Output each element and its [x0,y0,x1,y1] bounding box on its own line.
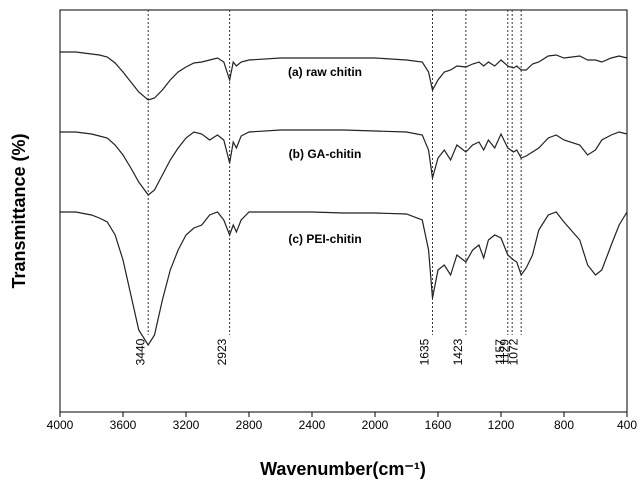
y-axis-title: Transmittance (%) [9,133,29,288]
marker-label: 1072 [506,338,520,365]
marker-label: 1423 [451,338,465,365]
spectrum-line [60,129,628,196]
x-tick-label: 1600 [425,418,452,432]
marker-label: 1129 [497,339,511,365]
x-tick-label: 3200 [173,418,200,432]
series-label: (c) PEI-chitin [288,232,361,246]
x-tick-label: 1200 [488,418,515,432]
marker-label: 1157 [493,339,507,365]
series-label: (b) GA-chitin [289,147,362,161]
x-tick-label: 2400 [299,418,326,432]
plot-frame [59,9,628,413]
x-tick-label: 800 [554,418,574,432]
x-tick-label: 2000 [362,418,389,432]
x-tick-label: 3600 [110,418,137,432]
marker-label: 3440 [133,338,147,365]
x-tick-label: 2800 [236,418,263,432]
x-tick-label: 4000 [47,418,74,432]
marker-label: 2923 [215,338,229,365]
x-axis-title: Wavenumber(cm⁻¹) [260,459,426,479]
series-label: (a) raw chitin [288,65,362,79]
spectrum-line [60,211,628,347]
marker-label: 1635 [418,338,432,365]
x-tick-label: 400 [617,418,637,432]
spectrum-line [60,51,628,101]
